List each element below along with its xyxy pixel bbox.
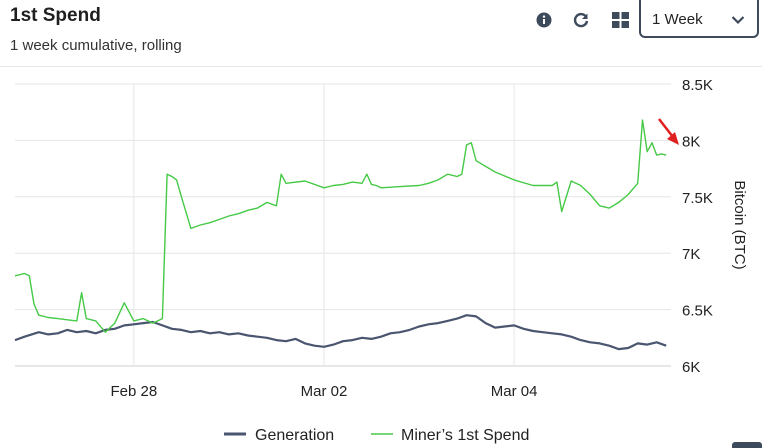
y-axis-label: Bitcoin (BTC)	[731, 180, 748, 269]
corner-tab	[732, 442, 762, 448]
refresh-icon[interactable]	[572, 11, 590, 29]
chart-title: 1st Spend	[10, 5, 101, 26]
range-select-value: 1 Week	[652, 11, 703, 28]
chevron-down-icon	[731, 12, 745, 30]
grid-icon[interactable]	[611, 11, 629, 29]
x-tick-label: Mar 02	[301, 383, 348, 400]
grid-lines	[15, 83, 671, 367]
header-divider	[0, 66, 762, 67]
x-axis: Feb 28 Mar 02 Mar 04	[110, 383, 537, 400]
x-tick-label: Mar 04	[491, 383, 538, 400]
series-line-generation	[14, 314, 667, 351]
legend: Generation Miner’s 1st Spend	[224, 427, 529, 444]
range-select[interactable]: 1 Week	[639, 0, 759, 38]
legend-label-miners-1st-spend: Miner’s 1st Spend	[401, 427, 529, 444]
y-tick-label: 6.5K	[682, 303, 713, 320]
x-tick-label: Feb 28	[110, 383, 157, 400]
y-tick-label: 7.5K	[682, 190, 713, 207]
y-tick-label: 6K	[682, 359, 700, 376]
series-line-miners-1st-spend	[14, 119, 667, 333]
legend-label-generation: Generation	[255, 427, 334, 444]
y-tick-label: 8.5K	[682, 77, 713, 94]
y-tick-label: 8K	[682, 133, 700, 150]
y-axis: 6K 6.5K 7K 7.5K 8K 8.5K	[682, 77, 713, 376]
annotation-arrow	[658, 118, 679, 145]
info-icon[interactable]	[535, 11, 553, 29]
y-tick-label: 7K	[682, 246, 700, 263]
chart-subtitle: 1 week cumulative, rolling	[10, 37, 182, 54]
